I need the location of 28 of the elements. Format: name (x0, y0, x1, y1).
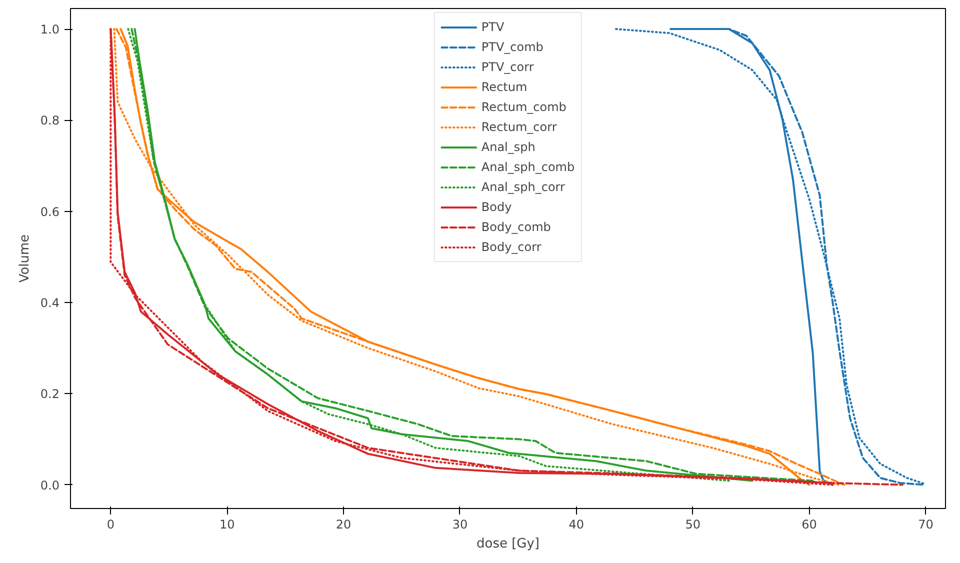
legend-label: Rectum (481, 79, 528, 95)
legend-label: Rectum_comb (481, 99, 566, 115)
legend-label: PTV_corr (481, 59, 534, 75)
y-tick-label: 1.0 (40, 22, 60, 37)
x-tick-label: 10 (219, 518, 235, 532)
x-tick-label: 70 (918, 518, 934, 532)
x-tick-label: 30 (452, 518, 468, 532)
y-tick-label: 0.4 (40, 296, 60, 310)
y-tick-label: 0.6 (40, 204, 60, 219)
legend-label: Anal_sph_corr (481, 179, 565, 195)
x-tick-label: 50 (685, 518, 700, 532)
y-tick-label: 0.0 (40, 478, 60, 492)
x-tick-label: 20 (336, 518, 352, 532)
legend-label: PTV_comb (481, 39, 544, 55)
legend-label: Anal_sph (481, 139, 536, 155)
y-tick-label: 0.2 (40, 387, 60, 402)
legend-label: Body (481, 199, 512, 215)
legend-label: Anal_sph_comb (481, 159, 575, 175)
x-axis-title: dose [Gy] (476, 536, 540, 552)
y-axis-title: Volume (17, 234, 32, 283)
legend-label: Rectum_corr (481, 119, 557, 135)
x-tick-label: 0 (106, 518, 114, 532)
legend-label: Body_comb (481, 219, 551, 235)
x-tick-label: 60 (802, 518, 817, 532)
x-tick-label: 40 (568, 518, 584, 532)
y-tick-label: 0.8 (40, 114, 60, 128)
legend-label: Body_corr (481, 239, 542, 255)
legend-label: PTV (481, 19, 504, 35)
